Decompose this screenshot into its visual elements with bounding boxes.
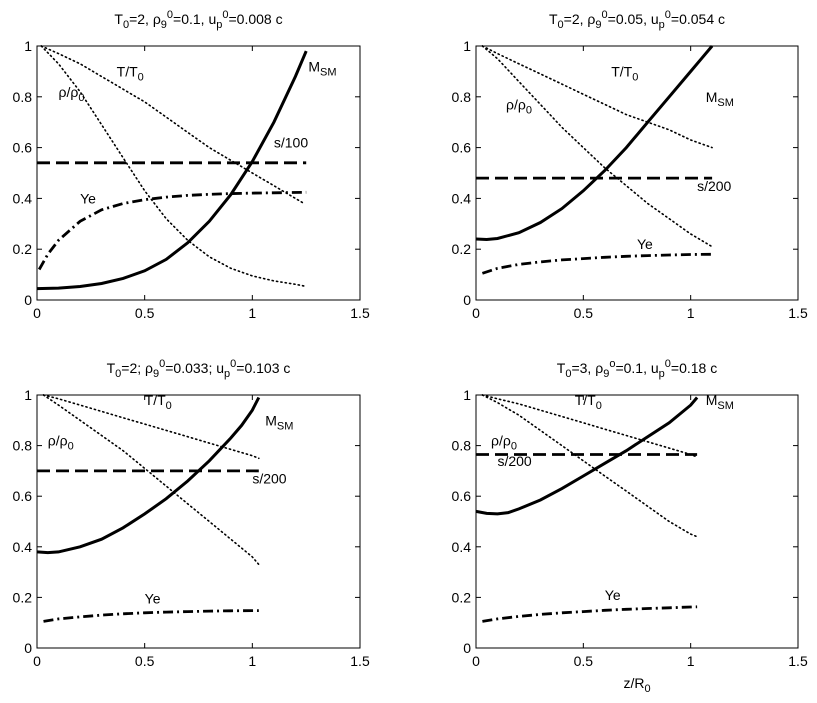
x-tick-label: 0.5 <box>135 653 155 669</box>
curve-label: Ye <box>80 190 96 206</box>
y-tick-label: 0 <box>463 292 471 308</box>
curve-label: s/100 <box>274 135 308 151</box>
y-tick-label: 0.2 <box>452 589 472 605</box>
series-rho-rho0 <box>482 46 712 247</box>
y-tick-label: 0.6 <box>13 488 33 504</box>
series-t-t0 <box>41 46 304 204</box>
series-ye <box>44 611 259 622</box>
rho-label: ρ/ρ0 <box>506 97 532 117</box>
y-tick-label: 0 <box>24 292 32 308</box>
series-ye <box>482 254 712 273</box>
x-tick-label: 1.5 <box>788 653 808 669</box>
x-tick-label: 1.5 <box>350 653 370 669</box>
x-tick-label: 0 <box>472 653 480 669</box>
chart-panel-4: 0 0.5 1 1.500.20.40.60.81 MSMT/T0s/200Yeρ/ρ0… <box>452 358 808 669</box>
y-tick-label: 0.6 <box>452 140 472 156</box>
curve-label: T/T0 <box>117 63 144 83</box>
y-tick-label: 0.8 <box>452 438 472 454</box>
curve-label: Ye <box>605 587 621 603</box>
y-tick-label: 0.4 <box>13 539 33 555</box>
y-tick-label: 1 <box>24 387 32 403</box>
figure: 0 0.5 1 1.5 0 0.2 0.4 0.6 0.8 1 MSM T/T0 s/100 Ye ρ/ρ0… <box>0 0 817 703</box>
x-tick-label: 1.5 <box>788 305 808 321</box>
y-tick-label: 0.8 <box>13 438 33 454</box>
y-tick-label: 0.6 <box>452 488 472 504</box>
chart-panel-1: 0 0.5 1 1.5 0 0.2 0.4 0.6 0.8 1 MSM T/T0 s/100 Ye ρ/ρ0… <box>13 9 370 321</box>
panel-title: T0=3, ρ9o=0.1, up0=0.18 c <box>557 358 717 380</box>
rho-label: ρ/ρ0 <box>59 84 85 104</box>
axes-frame <box>37 46 360 300</box>
y-tick-label: 0.4 <box>452 190 472 206</box>
x-tick-label: 0 <box>33 653 41 669</box>
curve-label: Ye <box>145 591 161 607</box>
series-m-sm <box>476 46 712 240</box>
y-tick-label: 1 <box>24 38 32 54</box>
panel-title: T0=2; ρ90=0.033; up0=0.103 c <box>107 358 291 380</box>
y-tick-label: 0.8 <box>452 89 472 105</box>
y-tick-label: 0.8 <box>13 89 33 105</box>
curve-label: T/T0 <box>611 63 638 83</box>
curve-label: MSM <box>706 89 734 109</box>
curve-label: MSM <box>308 58 336 78</box>
curve-label: s/200 <box>497 453 531 469</box>
series-ye <box>482 607 697 622</box>
y-tick-label: 0.2 <box>13 241 33 257</box>
y-tick-label: 0.4 <box>13 190 33 206</box>
curve-label: s/200 <box>697 178 731 194</box>
y-tick-label: 1 <box>463 38 471 54</box>
x-tick-label: 1.5 <box>350 305 370 321</box>
x-tick-label: 0 <box>472 305 480 321</box>
curve-label: Ye <box>637 236 653 252</box>
panel-title: T0=2, ρ90=0.1, up0=0.008 c <box>114 9 282 31</box>
curve-label: MSM <box>265 412 293 432</box>
series-rho-rho0 <box>41 46 304 286</box>
x-axis-label: z/R0 <box>623 675 650 695</box>
axes-frame <box>476 46 798 300</box>
y-tick-label: 0.6 <box>13 140 33 156</box>
y-tick-label: 0.2 <box>452 241 472 257</box>
y-tick-label: 0.2 <box>13 589 33 605</box>
x-tick-label: 1 <box>687 305 695 321</box>
y-tick-label: 0.4 <box>452 539 472 555</box>
rho-label: ρ/ρ0 <box>491 433 517 453</box>
x-tick-label: 1 <box>687 653 695 669</box>
rho-label: ρ/ρ0 <box>48 433 74 453</box>
y-tick-label: 1 <box>463 387 471 403</box>
x-tick-label: 1 <box>248 653 256 669</box>
panel-title: T0=2, ρ90=0.05, up0=0.054 c <box>549 9 725 31</box>
series-rho-rho0 <box>44 395 259 565</box>
x-tick-label: 1 <box>248 305 256 321</box>
x-tick-label: 0.5 <box>574 305 594 321</box>
series-m-sm <box>37 398 259 553</box>
x-tick-label: 0.5 <box>135 305 155 321</box>
chart-panel-3: 0 0.5 1 1.500.20.40.60.81MSMT/T0s/200Yeρ/ρ0… <box>13 358 370 669</box>
x-tick-label: 0.5 <box>574 653 594 669</box>
x-tick-label: 0 <box>33 305 41 321</box>
curve-label: s/200 <box>252 471 286 487</box>
y-tick-label: 0 <box>463 640 471 656</box>
y-tick-label: 0 <box>24 640 32 656</box>
chart-panel-2: 0 0.5 1 1.5 0 0.2 0.4 0.6 0.8 1 MSM T/T0 s/200 Ye ρ/ρ0… <box>452 9 808 321</box>
